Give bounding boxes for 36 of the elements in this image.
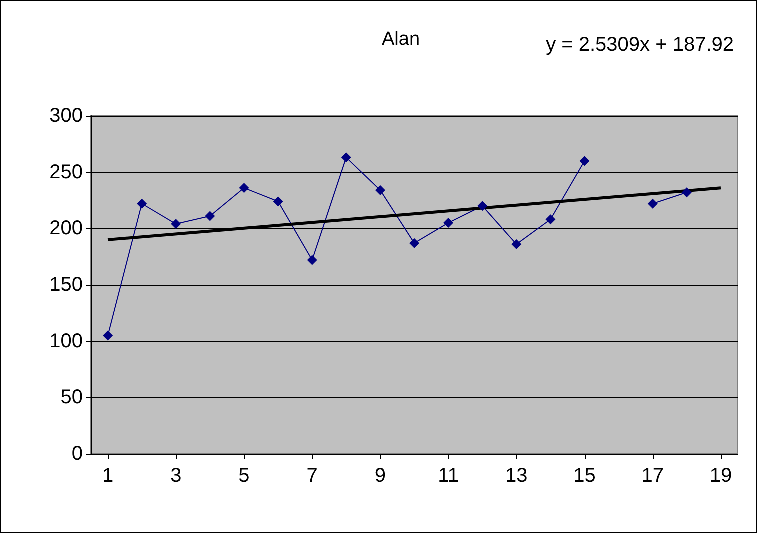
point bbox=[307, 255, 318, 266]
x-tick-label: 9 bbox=[374, 465, 386, 487]
point bbox=[546, 214, 556, 225]
y-tick-label: 50 bbox=[60, 386, 83, 409]
x-tick-label: 3 bbox=[170, 465, 182, 487]
point bbox=[239, 183, 250, 194]
point bbox=[205, 211, 216, 222]
point bbox=[341, 152, 352, 163]
x-tick-label: 19 bbox=[710, 465, 732, 487]
y-tick-label: 150 bbox=[50, 274, 83, 296]
point bbox=[444, 218, 454, 228]
point bbox=[580, 156, 590, 166]
point bbox=[648, 198, 658, 209]
y-tick-label: 200 bbox=[50, 218, 83, 240]
x-tick-label: 15 bbox=[574, 465, 596, 487]
point bbox=[171, 219, 182, 230]
y-tick-label: 300 bbox=[50, 105, 83, 127]
point bbox=[137, 198, 148, 209]
x-tick-label: 7 bbox=[306, 465, 318, 487]
point bbox=[375, 185, 386, 196]
text: y = 2.5309x + 187.92 bbox=[546, 34, 734, 56]
x-tick-label: 17 bbox=[642, 465, 664, 487]
point bbox=[478, 201, 488, 212]
point bbox=[410, 238, 420, 248]
y-tick-label: 250 bbox=[50, 161, 83, 184]
x-tick-label: 5 bbox=[238, 465, 250, 487]
point bbox=[103, 330, 114, 341]
x-tick-label: 1 bbox=[102, 465, 114, 487]
y-tick-label: 0 bbox=[72, 443, 83, 465]
x-tick-label: 11 bbox=[438, 465, 459, 487]
point bbox=[273, 196, 284, 207]
point bbox=[512, 239, 522, 250]
x-tick-label: 13 bbox=[506, 465, 528, 487]
y-tick-label: 100 bbox=[50, 330, 83, 352]
point bbox=[682, 188, 692, 198]
chart-title: Alan bbox=[382, 29, 420, 50]
